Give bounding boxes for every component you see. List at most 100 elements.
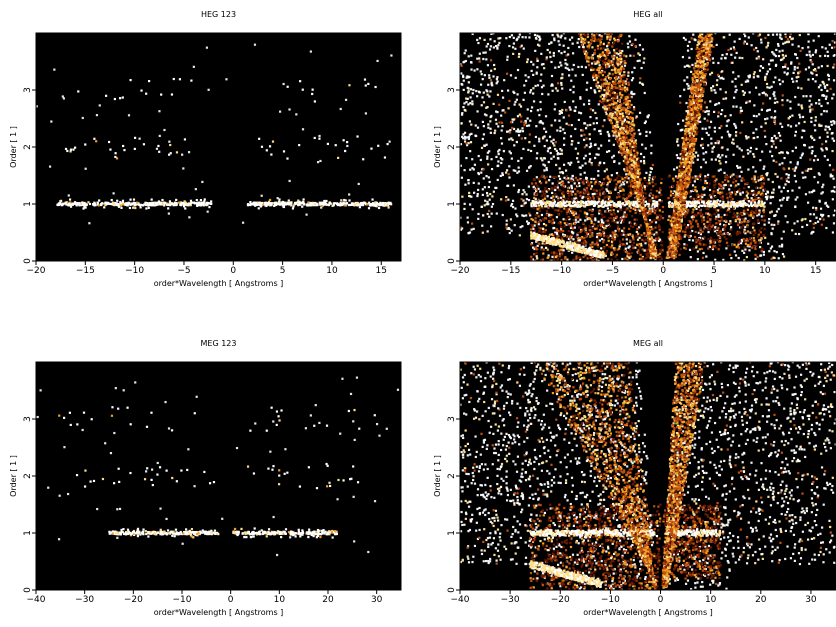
data-pixel bbox=[801, 171, 804, 174]
data-pixel bbox=[528, 33, 532, 35]
data-pixel bbox=[735, 217, 739, 220]
data-pixel bbox=[598, 100, 602, 103]
data-pixel bbox=[348, 193, 351, 196]
data-pixel bbox=[541, 198, 545, 201]
data-pixel bbox=[830, 46, 834, 49]
data-pixel bbox=[84, 203, 87, 206]
data-pixel bbox=[515, 130, 518, 133]
data-pixel bbox=[468, 231, 472, 234]
data-pixel bbox=[673, 168, 676, 171]
data-pixel bbox=[535, 240, 538, 243]
data-pixel bbox=[147, 204, 150, 207]
data-pixel bbox=[550, 186, 554, 190]
data-pixel bbox=[619, 186, 622, 189]
data-pixel bbox=[581, 164, 584, 167]
data-pixel bbox=[784, 35, 788, 38]
data-pixel bbox=[548, 220, 551, 224]
data-pixel bbox=[650, 228, 654, 231]
data-pixel bbox=[594, 243, 597, 246]
data-pixel bbox=[152, 204, 155, 207]
data-pixel bbox=[602, 95, 606, 98]
data-pixel bbox=[167, 207, 170, 210]
data-pixel bbox=[590, 202, 593, 205]
data-pixel bbox=[544, 130, 548, 133]
data-pixel bbox=[780, 204, 783, 207]
data-pixel bbox=[565, 175, 569, 178]
data-pixel bbox=[606, 183, 609, 187]
data-pixel bbox=[506, 72, 509, 75]
data-pixel bbox=[625, 198, 628, 202]
data-pixel bbox=[554, 87, 558, 90]
data-pixel bbox=[759, 254, 762, 257]
data-pixel bbox=[519, 226, 522, 229]
x-tick-label: −15 bbox=[76, 266, 95, 276]
data-pixel bbox=[740, 149, 743, 152]
data-pixel bbox=[777, 44, 780, 47]
data-pixel bbox=[369, 204, 372, 207]
data-pixel bbox=[634, 202, 637, 205]
data-pixel bbox=[531, 200, 534, 203]
data-pixel bbox=[725, 124, 728, 127]
data-pixel bbox=[741, 249, 744, 252]
data-pixel bbox=[386, 142, 389, 146]
data-pixel bbox=[180, 202, 183, 205]
data-pixel bbox=[178, 201, 181, 204]
data-pixel bbox=[543, 176, 546, 180]
data-pixel bbox=[709, 120, 713, 123]
data-pixel bbox=[657, 218, 660, 221]
data-pixel bbox=[531, 225, 534, 228]
data-pixel bbox=[66, 149, 69, 153]
data-pixel bbox=[96, 201, 99, 204]
data-pixel bbox=[508, 138, 511, 141]
data-pixel bbox=[607, 222, 610, 225]
data-pixel bbox=[578, 166, 581, 169]
data-pixel bbox=[621, 257, 624, 261]
data-pixel bbox=[732, 46, 736, 49]
data-pixel bbox=[781, 103, 784, 107]
data-pixel bbox=[754, 247, 757, 251]
data-pixel bbox=[70, 203, 73, 206]
data-pixel bbox=[479, 70, 482, 73]
data-pixel bbox=[769, 247, 772, 250]
data-pixel bbox=[362, 158, 365, 161]
data-pixel bbox=[830, 190, 833, 193]
data-pixel bbox=[795, 80, 798, 83]
data-pixel bbox=[351, 203, 355, 206]
data-pixel bbox=[595, 242, 599, 245]
data-pixel bbox=[568, 224, 571, 227]
data-pixel bbox=[84, 167, 87, 170]
data-pixel bbox=[161, 203, 164, 206]
data-pixel bbox=[559, 36, 562, 39]
data-pixel bbox=[807, 46, 810, 49]
data-pixel bbox=[715, 210, 718, 214]
data-pixel bbox=[733, 48, 736, 51]
data-pixel bbox=[61, 95, 64, 98]
data-pixel bbox=[552, 176, 555, 179]
data-pixel bbox=[618, 195, 621, 198]
data-pixel bbox=[571, 174, 574, 178]
data-pixel bbox=[286, 85, 289, 88]
data-pixel bbox=[691, 184, 695, 187]
data-pixel bbox=[640, 234, 643, 237]
data-pixel bbox=[587, 200, 590, 203]
data-pixel bbox=[536, 57, 539, 60]
data-pixel bbox=[685, 64, 689, 67]
data-pixel bbox=[530, 69, 533, 72]
data-pixel bbox=[737, 241, 740, 244]
data-pixel bbox=[815, 73, 818, 77]
data-pixel bbox=[374, 201, 377, 204]
data-pixel bbox=[701, 256, 705, 259]
data-pixel bbox=[783, 71, 786, 74]
data-pixel bbox=[544, 217, 548, 220]
data-pixel bbox=[610, 83, 613, 87]
data-pixel bbox=[590, 163, 593, 166]
data-pixel bbox=[553, 39, 556, 42]
data-pixel bbox=[626, 207, 629, 210]
data-pixel bbox=[753, 222, 756, 225]
data-pixel bbox=[488, 95, 491, 98]
data-pixel bbox=[635, 230, 638, 234]
data-pixel bbox=[790, 61, 793, 64]
data-pixel bbox=[556, 129, 559, 132]
data-pixel bbox=[668, 231, 671, 234]
data-pixel bbox=[553, 251, 556, 254]
